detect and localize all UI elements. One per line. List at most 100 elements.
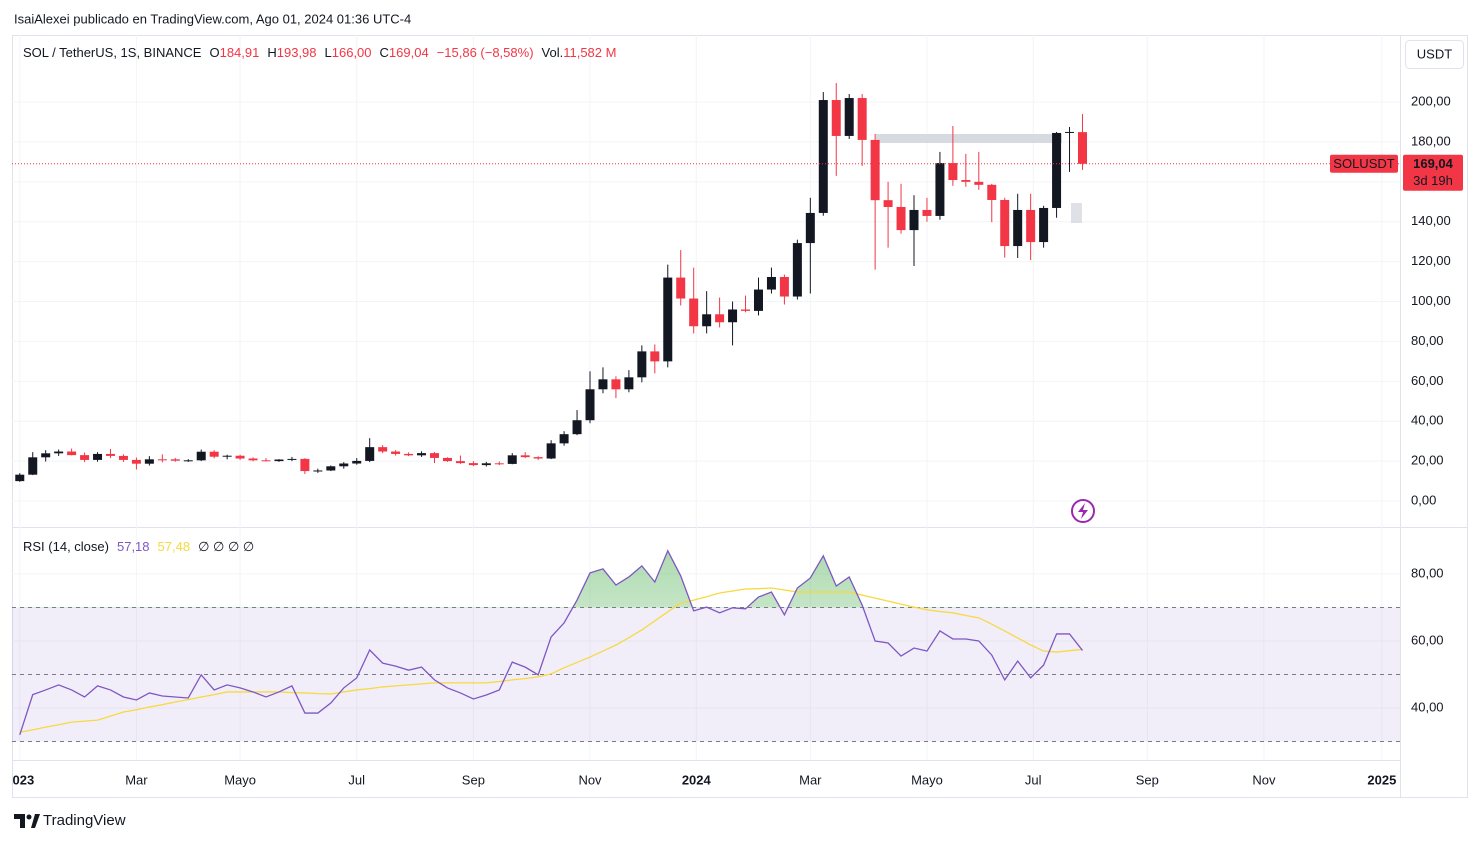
y-tick-label: 180,00 xyxy=(1411,133,1451,148)
symbol-tag: SOLUSDT xyxy=(1333,156,1394,171)
candle-body xyxy=(598,379,608,390)
candle-body xyxy=(961,180,971,182)
candle-body xyxy=(663,277,673,362)
candle-body xyxy=(637,351,647,378)
y-tick-label: 80,00 xyxy=(1411,333,1444,348)
candle-body xyxy=(572,420,582,435)
candle-body xyxy=(1052,132,1062,208)
overbought-fill xyxy=(19,550,1083,608)
drawing-box xyxy=(1071,203,1082,223)
ohlc-key: L xyxy=(325,45,332,60)
symbol: SOL / TetherUS, 1S, BINANCE xyxy=(23,45,202,60)
y-tick-label: 120,00 xyxy=(1411,253,1451,268)
candle-body xyxy=(28,457,38,475)
candle-body xyxy=(766,276,776,290)
candle-body xyxy=(196,451,206,461)
candle-body xyxy=(1077,132,1087,164)
volume-key: Vol. xyxy=(542,45,564,60)
alert-bolt[interactable] xyxy=(1078,503,1088,519)
candle-body xyxy=(948,163,958,181)
x-tick-label: Jul xyxy=(1025,772,1042,787)
candle-body xyxy=(481,463,491,466)
candle-body xyxy=(118,455,128,460)
rsi-line xyxy=(19,587,1083,733)
x-tick-label: Nov xyxy=(578,772,602,787)
y-tick-label: 140,00 xyxy=(1411,213,1451,228)
x-tick-label: 2025 xyxy=(1367,772,1396,787)
candle-body xyxy=(326,466,336,471)
rsi-extras: ∅ ∅ ∅ ∅ xyxy=(198,539,254,554)
candle-body xyxy=(105,453,115,456)
candle-body xyxy=(417,453,427,456)
x-tick-label: Sep xyxy=(462,772,485,787)
candle-body xyxy=(870,139,880,201)
candle-body xyxy=(144,459,154,464)
candle-body xyxy=(352,460,362,464)
brand-logo xyxy=(14,814,40,828)
candle-body xyxy=(909,209,919,231)
candle-body xyxy=(183,460,193,462)
time-axis: 2023 Mar Mayo Jul Sep Nov 2024 Mar Mayo Jul Sep Nov… xyxy=(12,772,1396,787)
countdown: 3d 19h xyxy=(1413,173,1453,188)
alert-icon[interactable] xyxy=(1071,499,1095,523)
candle-body xyxy=(611,379,621,390)
rsi-tick-label: 60,00 xyxy=(1411,632,1444,647)
ohlc-key: H xyxy=(267,45,276,60)
symbol-tag-box xyxy=(1330,154,1398,173)
candle-body xyxy=(429,453,439,458)
candle-body xyxy=(715,314,725,323)
candle-body xyxy=(494,463,504,465)
candle-body xyxy=(15,474,25,482)
candle-body xyxy=(378,447,388,452)
y-tick-label: 200,00 xyxy=(1411,93,1451,108)
rsi-value: 57,18 xyxy=(117,539,150,554)
rsi-title: RSI (14, close) xyxy=(23,539,109,554)
candle-body xyxy=(1039,207,1049,243)
candle-body xyxy=(157,459,167,461)
candle-body xyxy=(857,98,867,140)
volume-value: 11,582 M xyxy=(563,45,616,60)
candle-body xyxy=(702,314,712,327)
candle-body xyxy=(792,243,802,297)
y-tick-label: 20,00 xyxy=(1411,453,1444,468)
candle-body xyxy=(80,455,90,460)
logo-slash xyxy=(31,814,40,828)
candle-body xyxy=(883,200,893,207)
byline: IsaiAlexei publicado en TradingView.com,… xyxy=(14,11,411,26)
candle-body xyxy=(442,457,452,462)
candle-body xyxy=(67,451,77,456)
candle-body xyxy=(313,470,323,472)
candle-body xyxy=(935,163,945,216)
candle-body xyxy=(922,209,932,216)
rsi-pane xyxy=(12,549,1400,743)
rsi-band xyxy=(12,607,1400,742)
candle-body xyxy=(650,351,660,362)
candle-body xyxy=(741,309,751,311)
axes: 2023 Mar Mayo Jul Sep Nov 2024 Mar Mayo Jul Sep Nov… xyxy=(12,93,1463,787)
candle-body xyxy=(365,447,375,461)
candle-body xyxy=(728,309,738,323)
x-tick-label: Sep xyxy=(1136,772,1159,787)
candle-body xyxy=(404,453,414,456)
candle-body xyxy=(1000,199,1010,247)
symbol-legend: SOL / TetherUS, 1S, BINANCE O184,91 H193,9… xyxy=(23,45,616,60)
currency-label[interactable]: USDT xyxy=(1417,46,1452,61)
logo-dot xyxy=(26,814,32,820)
y-tick-label: 40,00 xyxy=(1411,413,1444,428)
y-tick-label: 100,00 xyxy=(1411,293,1451,308)
candle-body xyxy=(896,206,906,231)
y-tick-label: 60,00 xyxy=(1411,373,1444,388)
logo-bar xyxy=(14,814,25,828)
candle-body xyxy=(274,459,284,462)
candle-body xyxy=(391,451,401,454)
currency-button[interactable] xyxy=(1405,40,1464,69)
x-tick-label: Nov xyxy=(1252,772,1276,787)
candle-body xyxy=(131,459,141,464)
change: −15,86 (−8,58%) xyxy=(437,45,534,60)
candle-body xyxy=(1026,209,1036,243)
grid xyxy=(12,35,1400,760)
candle-body xyxy=(974,181,984,185)
candle-body xyxy=(844,98,854,136)
x-tick-label: Mayo xyxy=(224,772,256,787)
